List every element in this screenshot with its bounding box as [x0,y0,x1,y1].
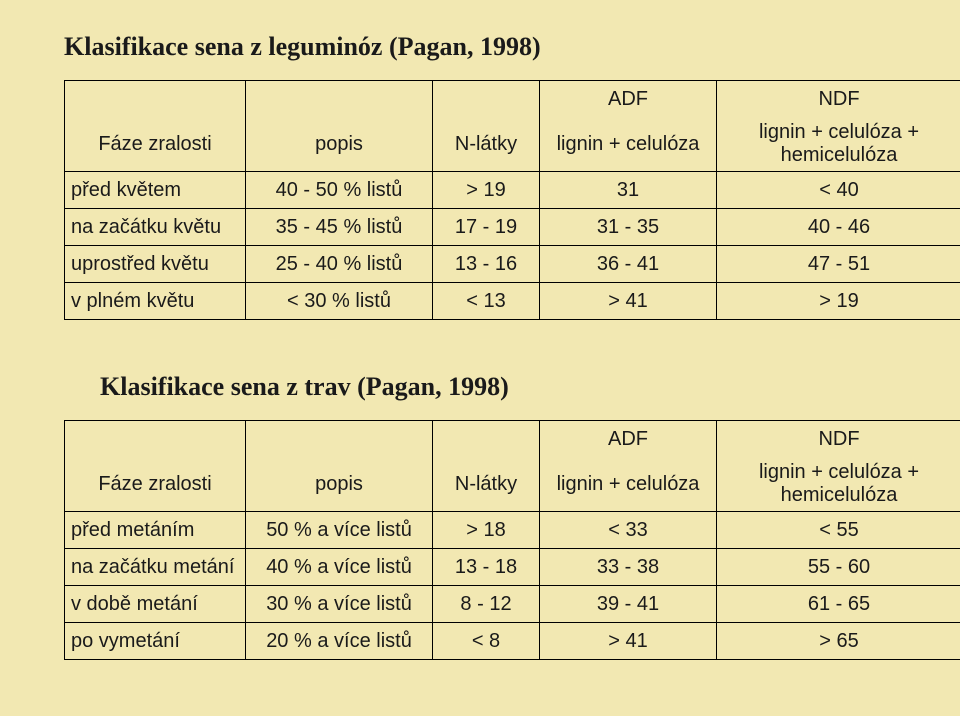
hdr-blank-nl [433,421,540,458]
hdr-blank-popis [246,421,433,458]
cell-fz: na začátku metání [65,549,246,586]
cell-nl: < 13 [433,283,540,320]
hdr-blank-nl [433,81,540,118]
cell-fz: uprostřed květu [65,246,246,283]
cell-nl: > 18 [433,512,540,549]
cell-ndf: < 40 [717,172,960,209]
hdr-popis: popis [246,457,433,512]
table-header-row-bot: Fáze zralosti popis N-látky lignin + cel… [65,457,960,512]
cell-popis: < 30 % listů [246,283,433,320]
hdr-faze: Fáze zralosti [65,117,246,172]
cell-ndf: > 65 [717,623,960,660]
table-row: po vymetání 20 % a více listů < 8 > 41 >… [65,623,960,660]
table-row: uprostřed květu 25 - 40 % listů 13 - 16 … [65,246,960,283]
cell-popis: 20 % a více listů [246,623,433,660]
page: Klasifikace sena z leguminóz (Pagan, 199… [0,0,960,692]
hdr-blank-fz [65,81,246,118]
cell-fz: v době metání [65,586,246,623]
cell-adf: > 41 [540,283,717,320]
cell-fz: před květem [65,172,246,209]
legume-table: ADF NDF Fáze zralosti popis N-látky lign… [64,80,960,320]
cell-fz: před metáním [65,512,246,549]
cell-nl: > 19 [433,172,540,209]
cell-adf: 33 - 38 [540,549,717,586]
hdr-nlatky: N-látky [433,457,540,512]
table-header-row-top: ADF NDF [65,81,960,118]
cell-ndf: 40 - 46 [717,209,960,246]
hdr-ndf: NDF [717,81,960,118]
hdr-adf: ADF [540,81,717,118]
cell-adf: 36 - 41 [540,246,717,283]
cell-nl: < 8 [433,623,540,660]
hdr-ndf-sub: lignin + celulóza + hemicelulóza [717,457,960,512]
table2-title: Klasifikace sena z trav (Pagan, 1998) [100,372,912,402]
hdr-nlatky: N-látky [433,117,540,172]
cell-nl: 8 - 12 [433,586,540,623]
table-row: na začátku květu 35 - 45 % listů 17 - 19… [65,209,960,246]
cell-popis: 25 - 40 % listů [246,246,433,283]
cell-ndf: < 55 [717,512,960,549]
cell-ndf: 61 - 65 [717,586,960,623]
cell-adf: 31 - 35 [540,209,717,246]
cell-fz: na začátku květu [65,209,246,246]
cell-fz: v plném květu [65,283,246,320]
hdr-faze: Fáze zralosti [65,457,246,512]
cell-popis: 40 % a více listů [246,549,433,586]
table-row: v plném květu < 30 % listů < 13 > 41 > 1… [65,283,960,320]
cell-popis: 50 % a více listů [246,512,433,549]
hdr-blank-popis [246,81,433,118]
cell-popis: 35 - 45 % listů [246,209,433,246]
table1-title: Klasifikace sena z leguminóz (Pagan, 199… [64,32,912,62]
table-row: před metáním 50 % a více listů > 18 < 33… [65,512,960,549]
table-row: před květem 40 - 50 % listů > 19 31 < 40 [65,172,960,209]
cell-adf: < 33 [540,512,717,549]
cell-popis: 40 - 50 % listů [246,172,433,209]
hdr-popis: popis [246,117,433,172]
cell-adf: > 41 [540,623,717,660]
table-header-row-top: ADF NDF [65,421,960,458]
grass-table: ADF NDF Fáze zralosti popis N-látky lign… [64,420,960,660]
cell-ndf: 55 - 60 [717,549,960,586]
hdr-ndf: NDF [717,421,960,458]
hdr-ndf-sub: lignin + celulóza + hemicelulóza [717,117,960,172]
cell-nl: 13 - 16 [433,246,540,283]
cell-ndf: > 19 [717,283,960,320]
table-row: na začátku metání 40 % a více listů 13 -… [65,549,960,586]
cell-fz: po vymetání [65,623,246,660]
hdr-adf: ADF [540,421,717,458]
cell-nl: 13 - 18 [433,549,540,586]
cell-popis: 30 % a více listů [246,586,433,623]
table-row: v době metání 30 % a více listů 8 - 12 3… [65,586,960,623]
hdr-blank-fz [65,421,246,458]
hdr-adf-sub: lignin + celulóza [540,117,717,172]
cell-adf: 39 - 41 [540,586,717,623]
cell-ndf: 47 - 51 [717,246,960,283]
cell-nl: 17 - 19 [433,209,540,246]
cell-adf: 31 [540,172,717,209]
hdr-adf-sub: lignin + celulóza [540,457,717,512]
table-header-row-bot: Fáze zralosti popis N-látky lignin + cel… [65,117,960,172]
